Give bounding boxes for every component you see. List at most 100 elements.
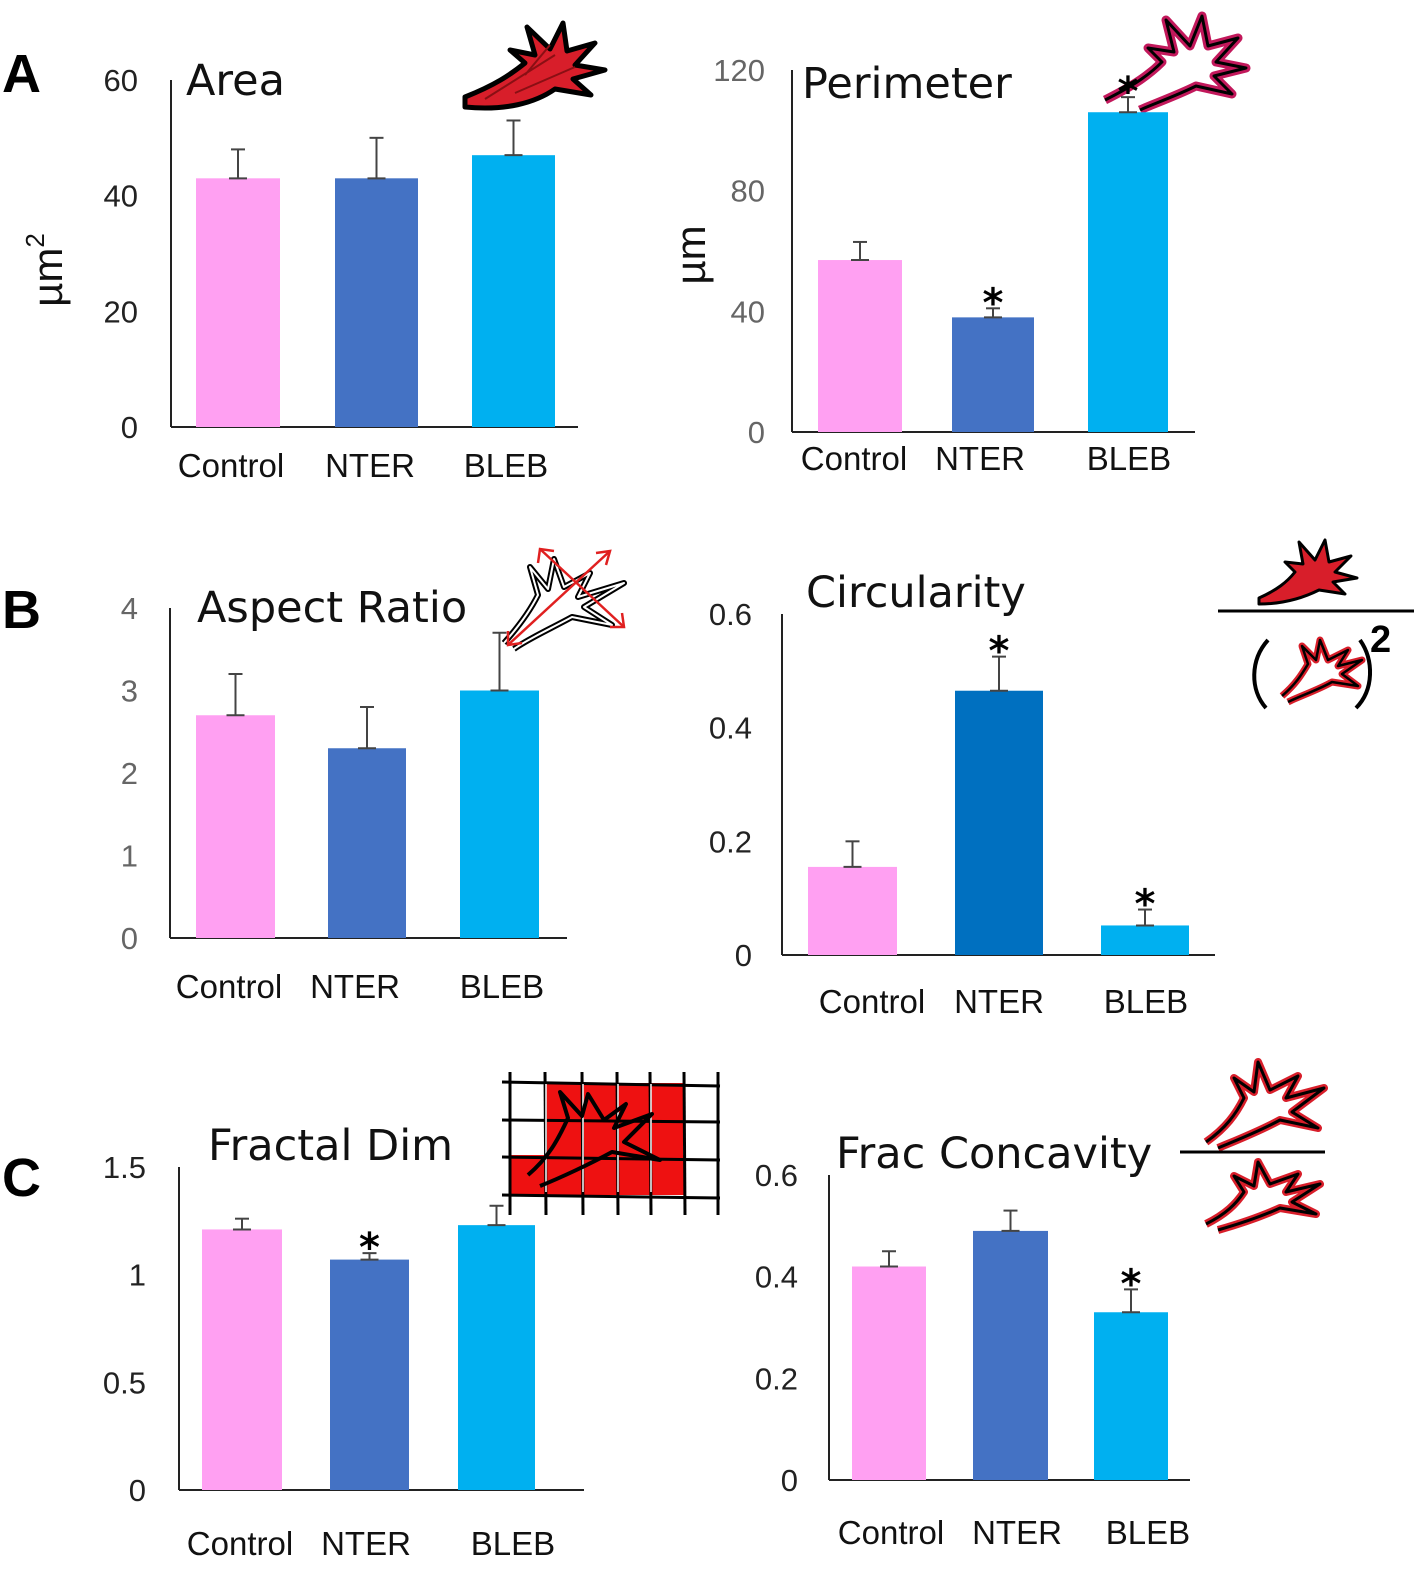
error-bar xyxy=(367,136,386,180)
category-label: Control xyxy=(838,1514,944,1551)
y-axis-label: µm2 xyxy=(20,233,71,307)
error-bar xyxy=(233,1217,251,1231)
error-bar xyxy=(487,1204,506,1227)
category-label: NTER xyxy=(310,968,400,1005)
y-tick-label: 0.2 xyxy=(709,824,752,859)
y-axis-label-text: µm xyxy=(667,225,714,284)
significance-star: * xyxy=(359,1225,380,1271)
y-tick-label: 1.5 xyxy=(103,1150,146,1185)
category-label: Control xyxy=(819,983,925,1020)
y-tick-label: 40 xyxy=(104,179,138,214)
y-tick-label: 0.5 xyxy=(103,1365,146,1400)
error-bar xyxy=(851,240,869,262)
error-bar xyxy=(1119,96,1137,114)
chart-title: Aspect Ratio xyxy=(197,583,467,633)
chart-title: Area xyxy=(186,56,285,106)
panel-label-c: C xyxy=(2,1148,41,1208)
category-label: BLEB xyxy=(460,968,544,1005)
bar-bleb xyxy=(1088,112,1168,432)
error-bar xyxy=(360,1252,379,1261)
significance-star: * xyxy=(989,629,1010,675)
significance-star: * xyxy=(1121,1261,1142,1307)
panel-label-b: B xyxy=(2,580,41,640)
bar-nter xyxy=(330,1259,409,1490)
error-bar xyxy=(229,148,247,180)
circularity-chart: Circularity 2 0 0.2 0.4 0.6 Control * NTER * BLE… xyxy=(709,538,1414,1020)
y-tick-label: 0.6 xyxy=(755,1158,798,1193)
error-bar xyxy=(504,119,523,157)
y-tick-label: 0.4 xyxy=(755,1260,798,1295)
bar-nter xyxy=(952,317,1034,432)
category-label: Control xyxy=(801,440,907,477)
y-tick-label: 2 xyxy=(121,756,138,791)
y-tick-label: 0.6 xyxy=(709,597,752,632)
error-bar xyxy=(880,1250,898,1268)
error-bar xyxy=(490,631,509,692)
bar-control xyxy=(202,1229,282,1490)
area-over-perimeter-squared-icon: 2 xyxy=(1218,538,1414,710)
category-label: NTER xyxy=(935,440,1025,477)
y-tick-label: 0 xyxy=(121,410,138,445)
bar-control xyxy=(852,1266,926,1480)
svg-text:µm2: µm2 xyxy=(20,233,71,307)
bar-nter xyxy=(955,690,1043,955)
y-tick-label: 60 xyxy=(104,63,138,98)
svg-text:µm: µm xyxy=(667,225,714,284)
bar-control xyxy=(196,715,275,938)
category-label: BLEB xyxy=(464,447,548,484)
y-axis-label-superscript: 2 xyxy=(20,233,50,247)
chart-title: Fractal Dim xyxy=(208,1121,453,1171)
bar-bleb xyxy=(1101,925,1189,955)
box-counting-grid-icon xyxy=(501,1071,721,1216)
y-tick-label: 3 xyxy=(121,674,138,709)
frac-concavity-chart: Frac Concavity 0 0.2 0.4 0.6 Control NTER * BLE… xyxy=(755,1058,1328,1551)
error-bar xyxy=(984,307,1002,319)
aspect-ratio-chart: Aspect Ratio 0 1 2 3 4 Control NTER BLEB xyxy=(121,547,627,1005)
bar-bleb xyxy=(460,690,539,938)
bar-bleb xyxy=(472,155,555,427)
category-label: NTER xyxy=(972,1514,1062,1551)
category-label: BLEB xyxy=(471,1525,555,1562)
error-bar xyxy=(843,840,862,868)
error-bar xyxy=(1122,1288,1140,1314)
category-label: BLEB xyxy=(1106,1514,1190,1551)
area-chart: Area µm2 0 20 40 60 Control NTER BLEB xyxy=(20,20,608,484)
y-tick-label: 40 xyxy=(731,294,765,329)
y-tick-label: 0.4 xyxy=(709,711,752,746)
error-bar xyxy=(358,706,376,750)
bar-control xyxy=(808,866,897,955)
error-bar xyxy=(1136,908,1154,927)
bar-bleb xyxy=(1094,1312,1168,1480)
category-label: Control xyxy=(176,968,282,1005)
y-tick-label: 120 xyxy=(713,53,765,88)
exponent-label: 2 xyxy=(1370,619,1391,661)
y-tick-label: 0 xyxy=(129,1473,146,1508)
category-label: BLEB xyxy=(1104,983,1188,1020)
y-tick-label: 20 xyxy=(104,294,138,329)
cell-axes-icon xyxy=(501,547,627,652)
bar-nter xyxy=(335,178,418,427)
y-tick-label: 80 xyxy=(731,174,765,209)
category-label: BLEB xyxy=(1087,440,1171,477)
significance-star: * xyxy=(1118,69,1139,115)
error-bar xyxy=(1001,1209,1020,1232)
y-tick-label: 4 xyxy=(121,591,138,626)
category-label: Control xyxy=(187,1525,293,1562)
outlined-cell-icon xyxy=(1102,11,1251,115)
chart-title: Frac Concavity xyxy=(836,1129,1152,1179)
y-axis-label-text: µm xyxy=(24,248,71,307)
category-label: Control xyxy=(178,447,284,484)
fractal-dim-chart: Fractal Dim xyxy=(103,1071,721,1562)
y-tick-label: 1 xyxy=(129,1258,146,1293)
y-tick-label: 0 xyxy=(121,921,138,956)
bar-control xyxy=(818,260,902,432)
error-bar xyxy=(226,673,245,717)
bar-nter xyxy=(328,748,406,938)
y-tick-label: 0.2 xyxy=(755,1361,798,1396)
significance-star: * xyxy=(1135,882,1156,928)
bar-nter xyxy=(973,1230,1048,1480)
filled-cell-icon xyxy=(462,20,608,111)
significance-star: * xyxy=(983,280,1004,326)
bar-bleb xyxy=(458,1225,535,1490)
y-axis-label: µm xyxy=(667,225,714,284)
